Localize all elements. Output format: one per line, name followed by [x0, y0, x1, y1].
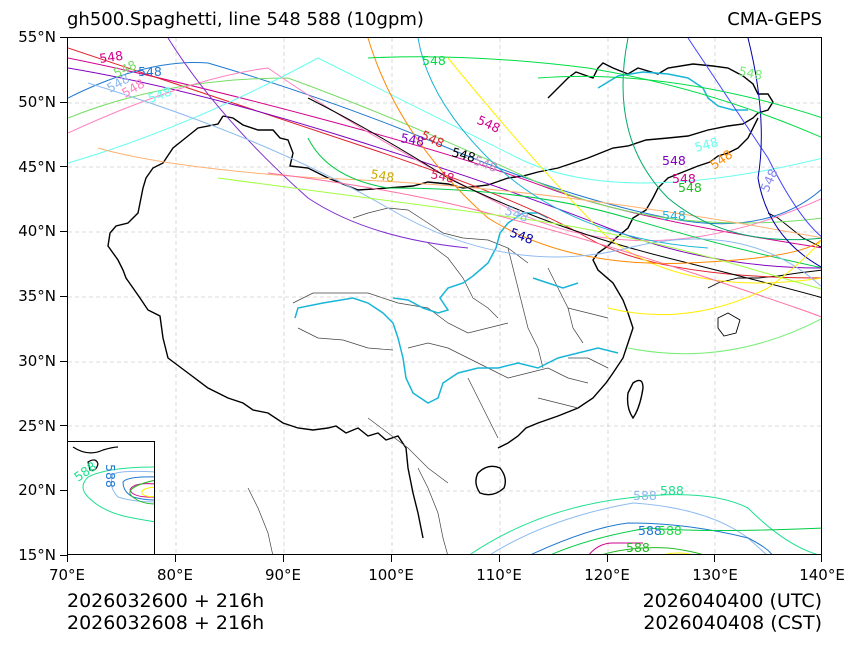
tick — [175, 555, 177, 562]
contour-label: 588 — [633, 488, 657, 503]
contour-label: 548 — [475, 112, 503, 136]
inset-canvas: 588 588 — [71, 446, 154, 523]
tick — [60, 425, 67, 427]
tick — [67, 555, 69, 562]
contour-label: 548 — [508, 225, 536, 247]
contour-label: 548 — [399, 130, 425, 149]
init-line-1: 2026032600 + 216h — [67, 590, 265, 612]
lon-label-80: 80°E — [156, 566, 194, 584]
contour-label: 588 — [658, 523, 682, 538]
lon-label-130: 130°E — [692, 566, 738, 584]
contour-label: 548 — [369, 166, 395, 185]
valid-time: 2026040400 (UTC) 2026040408 (CST) — [643, 590, 822, 634]
tick — [60, 166, 67, 168]
graticule — [68, 38, 821, 554]
lon-label-140: 140°E — [799, 566, 845, 584]
contour-label: 588 — [638, 523, 662, 538]
lat-label-40: 40°N — [18, 222, 56, 240]
contour-label: 588 — [660, 483, 684, 498]
init-time: 2026032600 + 216h 2026032608 + 216h — [67, 590, 264, 634]
contour-label: 548 — [138, 64, 162, 79]
contour-label: 548 — [429, 166, 456, 186]
tick — [60, 102, 67, 104]
map-canvas: 548 548 548 548 548 548 548 548 548 548 … — [68, 38, 821, 555]
tick — [60, 490, 67, 492]
province-borders — [247, 207, 609, 554]
contour-label: 548 — [472, 153, 500, 175]
lat-label-35: 35°N — [18, 287, 56, 305]
contour-label: 548 — [146, 84, 174, 106]
contour-label: 548 — [662, 208, 686, 223]
tick — [60, 555, 67, 557]
contour-label: 548 — [422, 53, 446, 68]
tick — [391, 555, 393, 562]
inset-map: 588 588 — [67, 441, 155, 555]
contours-588 — [470, 494, 821, 554]
taiwan-island — [626, 379, 644, 420]
contour-label: 588 — [103, 464, 118, 488]
contour-label: 548 — [98, 48, 124, 66]
map-panel[interactable]: 548 548 548 548 548 548 548 548 548 548 … — [67, 37, 822, 555]
lat-label-20: 20°N — [18, 481, 56, 499]
contour-label: 548 — [693, 134, 720, 155]
contour-label: 588 — [626, 540, 650, 555]
contours-548 — [68, 38, 821, 355]
chart-title: gh500.Spaghetti, line 548 588 (10gpm) — [67, 9, 424, 30]
tick — [60, 37, 67, 39]
contour-label: 548 — [662, 153, 686, 168]
lon-label-70: 70°E — [48, 566, 86, 584]
country-border — [107, 62, 821, 539]
lat-label-50: 50°N — [18, 93, 56, 111]
tick — [60, 231, 67, 233]
contour-label: 548 — [678, 180, 702, 195]
hainan-island — [475, 465, 507, 496]
valid-line-2: 2026040408 (CST) — [643, 612, 822, 634]
contour-label: 548 — [450, 144, 477, 165]
contour-label: 548 — [503, 203, 531, 225]
lon-label-120: 120°E — [584, 566, 630, 584]
valid-line-1: 2026040400 (UTC) — [642, 590, 822, 612]
contour-label: 548 — [672, 171, 696, 186]
tick — [283, 555, 285, 562]
tick — [821, 555, 823, 562]
lon-label-110: 110°E — [476, 566, 522, 584]
contour-label: 548 — [737, 63, 764, 83]
lat-label-25: 25°N — [18, 417, 56, 435]
init-line-2: 2026032608 + 216h — [67, 612, 265, 634]
lon-label-90: 90°E — [264, 566, 302, 584]
lon-label-100: 100°E — [368, 566, 414, 584]
tick — [607, 555, 609, 562]
tick — [714, 555, 716, 562]
contour-label: 588 — [71, 458, 99, 484]
tick — [499, 555, 501, 562]
contour-label: 548 — [757, 166, 781, 194]
lat-label-45: 45°N — [18, 158, 56, 176]
lat-label-15: 15°N — [18, 546, 56, 564]
lat-label-55: 55°N — [18, 28, 56, 46]
tick — [60, 361, 67, 363]
model-name: CMA-GEPS — [727, 9, 822, 30]
tick — [60, 296, 67, 298]
lat-label-30: 30°N — [18, 352, 56, 370]
